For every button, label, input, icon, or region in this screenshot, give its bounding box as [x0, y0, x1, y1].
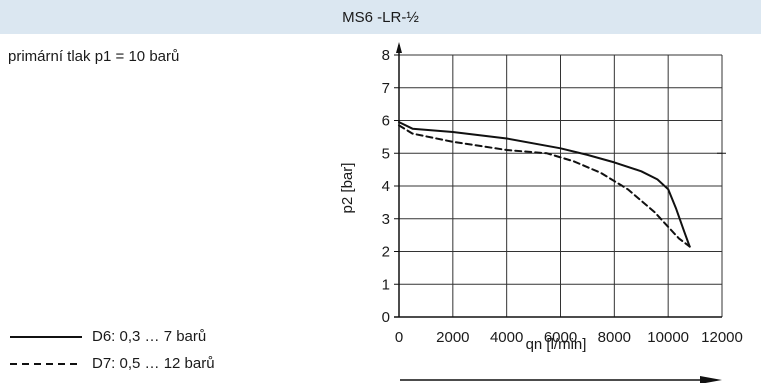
chart-grid — [399, 54, 723, 317]
x-tick-label: 10000 — [647, 329, 689, 346]
legend-solid-line-icon — [10, 335, 82, 338]
y-tick-label: 8 — [382, 47, 390, 64]
flow-direction-arrow-icon — [700, 376, 722, 383]
chart-tick-labels: 0 1 2 3 4 5 6 7 8 0 2000 4000 6000 8000 10000 12000 — [382, 47, 743, 346]
y-axis-arrow-icon — [396, 42, 402, 53]
y-tick-label: 1 — [382, 276, 390, 293]
y-tick-label: 6 — [382, 113, 390, 130]
x-tick-label: 2000 — [436, 329, 469, 346]
chart-title: MS6 -LR-½ — [342, 8, 419, 26]
series-line-d6 — [398, 121, 691, 248]
y-tick-label: 4 — [382, 178, 390, 195]
x-axis-label: qn [l/min] — [526, 336, 587, 353]
y-tick-label: 2 — [382, 244, 390, 261]
primary-pressure-note: primární tlak p1 = 10 barů — [8, 48, 180, 65]
x-tick-label: 4000 — [490, 329, 523, 346]
y-tick-label: 3 — [382, 211, 390, 228]
legend-item-d7: D7: 0,5 … 12 barů — [10, 355, 215, 372]
series-line-d7 — [398, 124, 691, 248]
x-tick-label: 6000 — [544, 329, 577, 346]
x-tick-label: 8000 — [598, 329, 631, 346]
x-tick-label: 0 — [395, 329, 403, 346]
legend-dashed-line-icon — [10, 362, 82, 365]
legend-label-d6: D6: 0,3 … 7 barů — [92, 328, 207, 345]
y-tick-label: 7 — [382, 80, 390, 97]
y-axis-label: p2 [bar] — [339, 163, 356, 214]
chart-series — [398, 121, 691, 248]
chart-axes — [394, 42, 726, 383]
x-tick-label: 12000 — [701, 329, 743, 346]
y-tick-label: 0 — [382, 309, 390, 326]
legend-label-d7: D7: 0,5 … 12 barů — [92, 355, 215, 372]
chart-header-bar: MS6 -LR-½ — [0, 0, 761, 34]
y-tick-label: 5 — [382, 145, 390, 162]
legend-item-d6: D6: 0,3 … 7 barů — [10, 328, 206, 345]
